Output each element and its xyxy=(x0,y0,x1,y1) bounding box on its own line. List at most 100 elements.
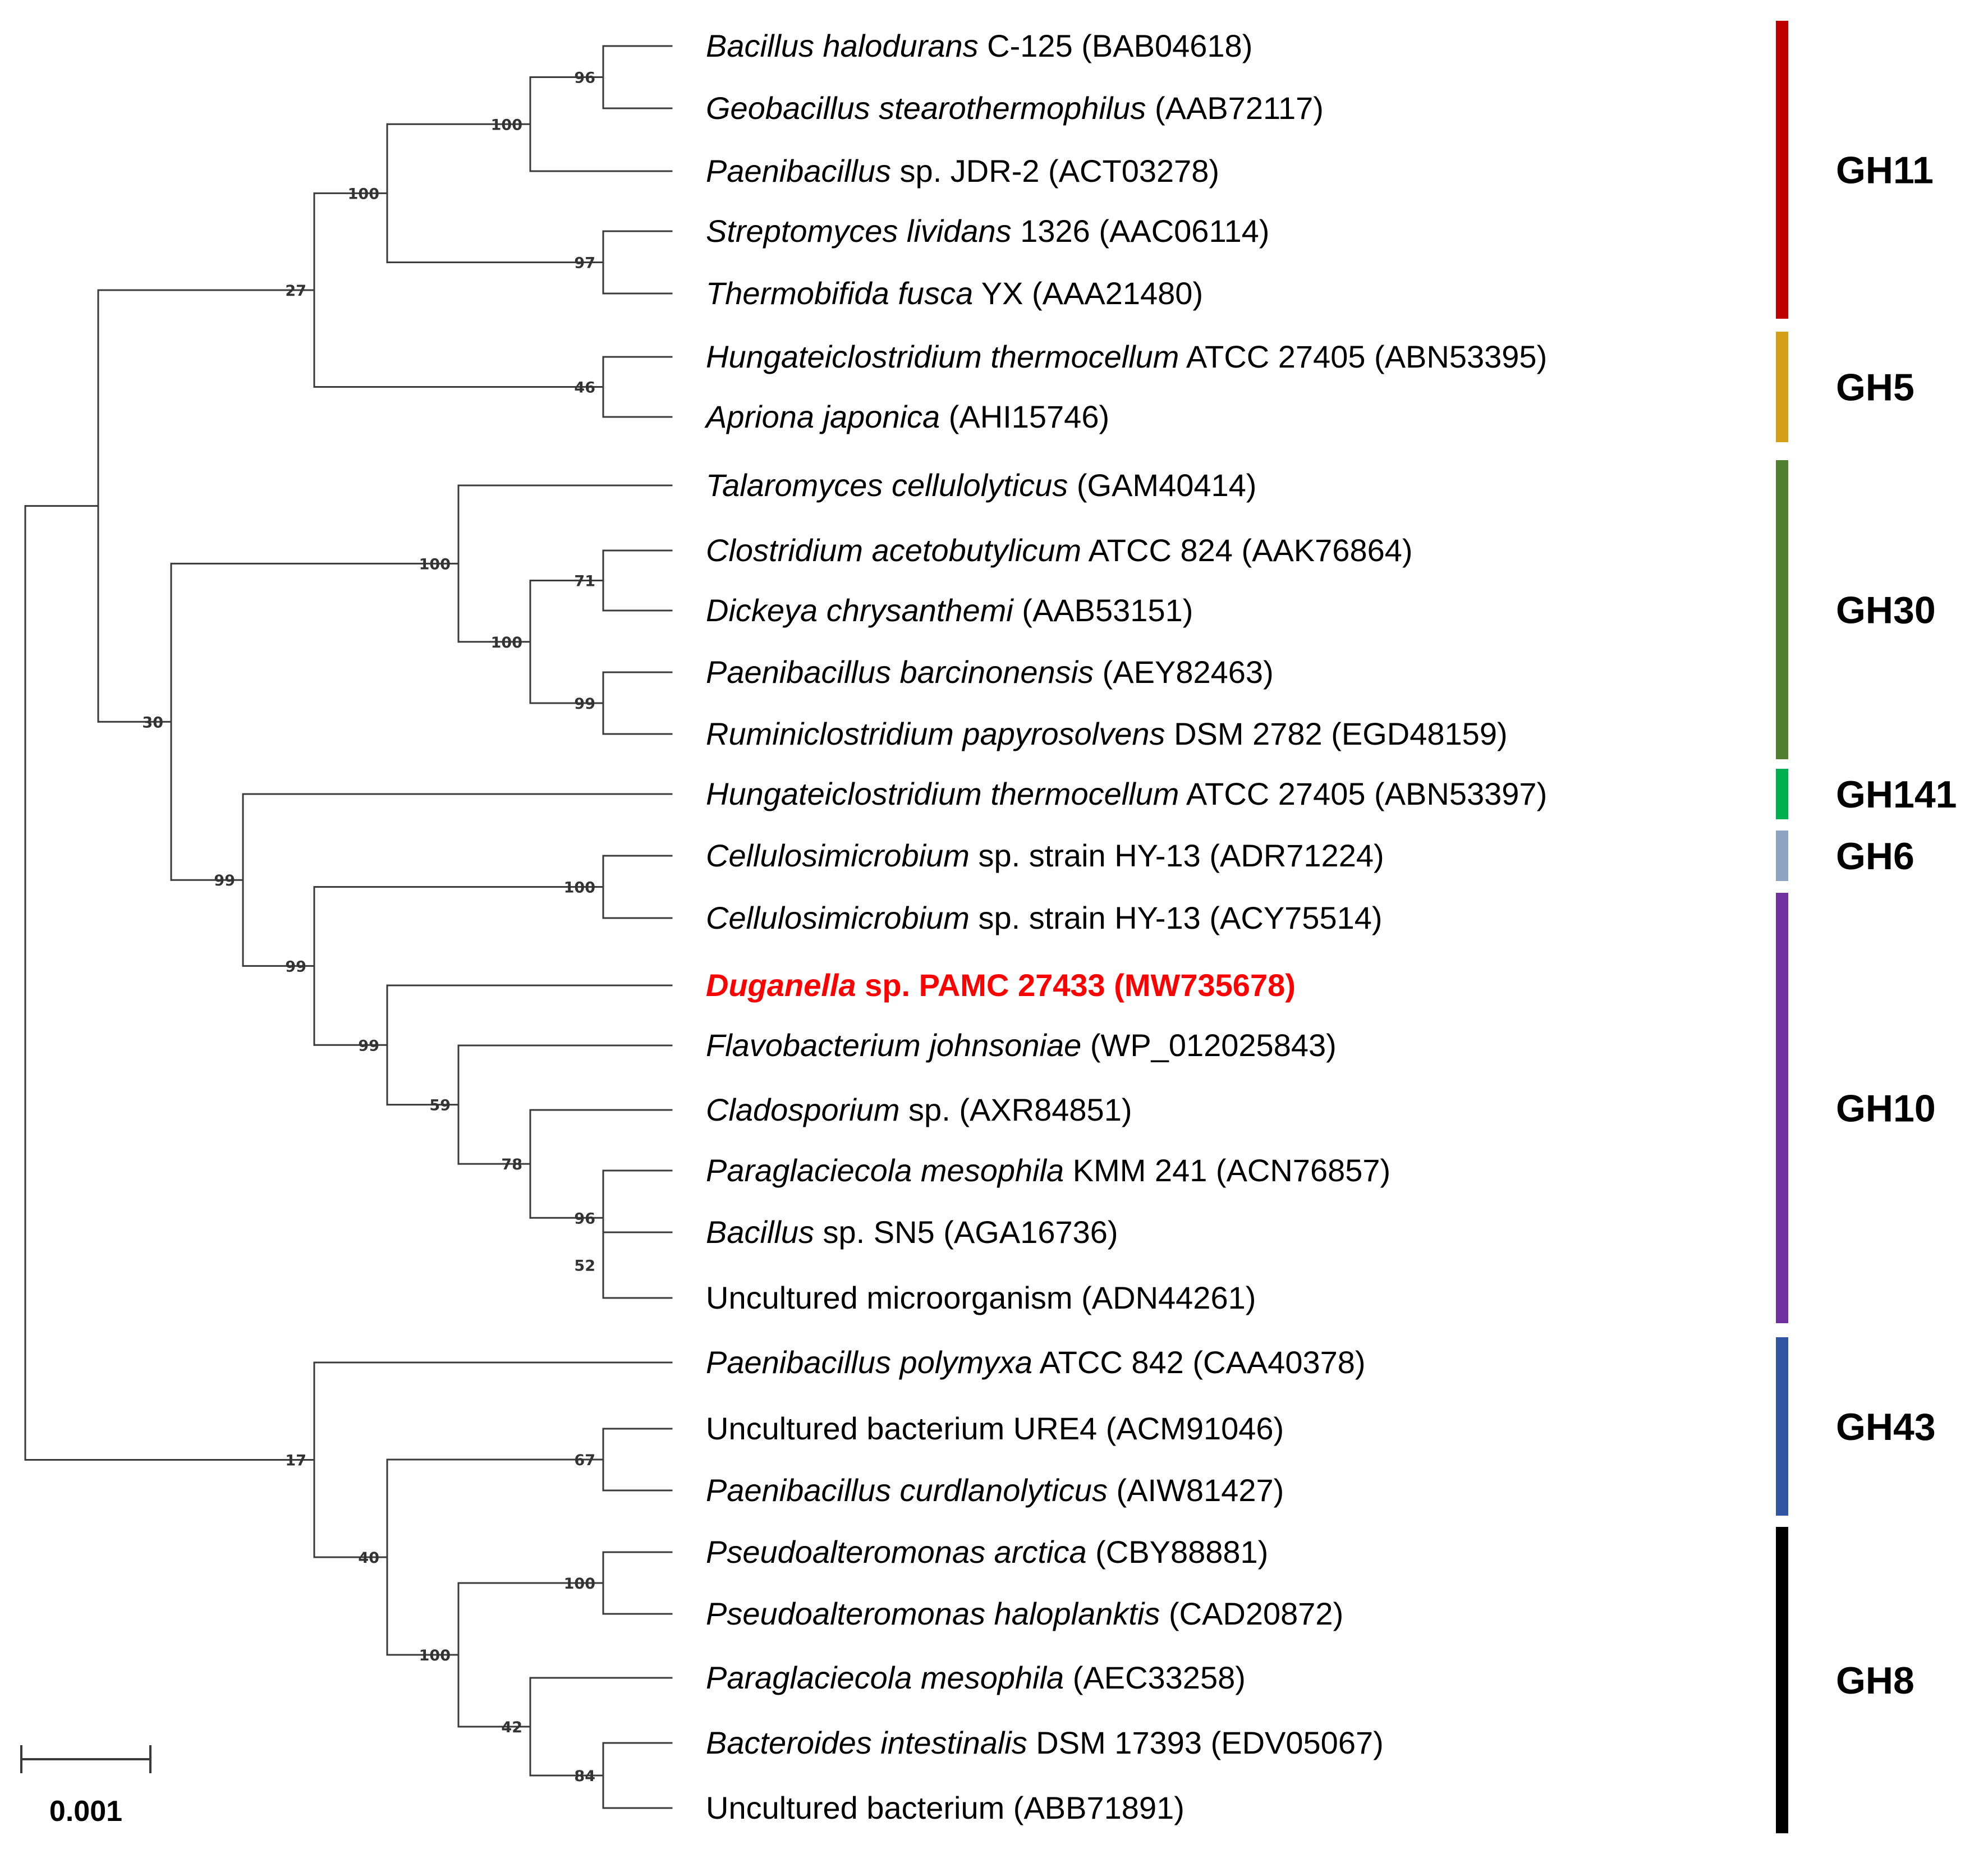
leaf-species-name: Apriona japonica xyxy=(704,399,940,434)
bootstrap-value-N_71: 71 xyxy=(574,573,595,590)
leaf-label: Ruminiclostridium papyrosolvens DSM 2782… xyxy=(706,716,1508,751)
leaf-label: Bacillus sp. SN5 (AGA16736) xyxy=(706,1214,1118,1250)
bootstrap-value-N_99_gh30: 99 xyxy=(574,695,595,713)
bootstrap-value-N_100_gh11: 100 xyxy=(348,185,379,203)
leaf-accession: sp. JDR-2 (ACT03278) xyxy=(891,153,1219,189)
leaf-species-name: Bacillus xyxy=(706,1214,814,1250)
leaf-accession: 1326 (AAC06114) xyxy=(1012,213,1270,249)
leaf-species-name: Paenibacillus barcinonensis xyxy=(706,654,1094,690)
leaf-accession: ATCC 27405 (ABN53395) xyxy=(1179,339,1547,374)
gh-family-annotations: GH11 GH5 GH30 GH141 GH6 GH10 GH43 GH8 xyxy=(1776,21,1957,1833)
leaf-species-name: Paenibacillus curdlanolyticus xyxy=(706,1472,1108,1508)
bootstrap-value-N_100_a: 100 xyxy=(491,116,522,134)
leaf-accession: KMM 241 (ACN76857) xyxy=(1064,1153,1390,1188)
leaf-accession: (AIW81427) xyxy=(1108,1472,1284,1508)
bootstrap-value-N_17: 17 xyxy=(285,1452,306,1470)
bootstrap-value-N_46: 46 xyxy=(574,379,595,397)
bootstrap-value-N_84: 84 xyxy=(574,1768,595,1785)
bootstrap-value-N_99_c: 99 xyxy=(358,1037,379,1054)
leaf-species-name: Cladosporium xyxy=(706,1092,900,1127)
leaf-labels: Bacillus halodurans C-125 (BAB04618) Geob… xyxy=(704,28,1547,1825)
leaf-species-name: Pseudoalteromonas haloplanktis xyxy=(706,1596,1160,1631)
leaf-accession: sp. (AXR84851) xyxy=(900,1092,1132,1127)
bootstrap-value-N_67: 67 xyxy=(574,1452,595,1469)
leaf-label: Cladosporium sp. (AXR84851) xyxy=(706,1092,1132,1127)
leaf-accession: Uncultured bacterium URE4 (ACM91046) xyxy=(706,1411,1284,1446)
leaf-label: Paraglaciecola mesophila (AEC33258) xyxy=(706,1660,1246,1695)
bootstrap-value-N_27: 27 xyxy=(285,282,306,300)
leaf-accession: sp. PAMC 27433 (MW735678) xyxy=(856,967,1296,1003)
leaf-accession: Uncultured bacterium (ABB71891) xyxy=(706,1790,1184,1825)
leaf-label: Uncultured microorganism (ADN44261) xyxy=(706,1280,1256,1315)
leaf-label: Bacillus halodurans C-125 (BAB04618) xyxy=(706,28,1252,63)
leaf-label: Paenibacillus sp. JDR-2 (ACT03278) xyxy=(706,153,1219,189)
bootstrap-value-N_100_gh30: 100 xyxy=(419,556,451,573)
leaf-species-name: Ruminiclostridium papyrosolvens xyxy=(706,716,1165,751)
leaf-label: Pseudoalteromonas arctica (CBY88881) xyxy=(706,1534,1268,1570)
leaf-species-name: Pseudoalteromonas arctica xyxy=(706,1534,1087,1570)
leaf-species-name: Thermobifida fusca xyxy=(706,276,973,311)
bootstrap-value-N_52: 52 xyxy=(574,1258,595,1275)
family-label-gh10: GH10 xyxy=(1836,1088,1936,1130)
bootstrap-value-N_96: 96 xyxy=(574,70,595,87)
leaf-label: Cellulosimicrobium sp. strain HY-13 (ADR… xyxy=(706,838,1384,873)
leaf-accession: ATCC 842 (CAA40378) xyxy=(1032,1345,1365,1380)
leaf-accession: (CAD20872) xyxy=(1160,1596,1343,1631)
leaf-species-name: Talaromyces cellulolyticus xyxy=(706,467,1068,503)
family-label-gh5: GH5 xyxy=(1836,366,1914,409)
bootstrap-value-N_100_gh8: 100 xyxy=(419,1647,451,1664)
scale-bar: 0.001 xyxy=(20,1745,151,1828)
leaf-species-name: Paenibacillus polymyxa xyxy=(706,1345,1032,1380)
leaf-accession: DSM 2782 (EGD48159) xyxy=(1165,716,1508,751)
leaf-accession: C-125 (BAB04618) xyxy=(979,28,1253,63)
leaf-label: Hungateiclostridium thermocellum ATCC 27… xyxy=(706,339,1547,374)
leaf-label: Uncultured bacterium (ABB71891) xyxy=(706,1790,1184,1825)
leaf-species-name: Hungateiclostridium thermocellum xyxy=(706,339,1179,374)
leaf-species-name: Hungateiclostridium thermocellum xyxy=(706,776,1179,811)
leaf-accession: (GAM40414) xyxy=(1068,467,1256,503)
leaf-accession: sp. strain HY-13 (ACY75514) xyxy=(970,900,1383,935)
leaf-accession: (AHI15746) xyxy=(940,399,1109,434)
bootstrap-value-N_78: 78 xyxy=(501,1156,522,1173)
bootstrap-value-N_99_b: 99 xyxy=(285,958,306,975)
leaf-accession: sp. SN5 (AGA16736) xyxy=(814,1214,1118,1250)
bootstrap-value-N_40: 40 xyxy=(358,1549,379,1567)
leaf-accession: (WP_012025843) xyxy=(1081,1027,1337,1063)
leaf-label: Pseudoalteromonas haloplanktis (CAD20872… xyxy=(706,1596,1343,1631)
leaf-species-name: Flavobacterium johnsoniae xyxy=(706,1027,1081,1063)
leaf-accession: (AAB72117) xyxy=(1146,90,1323,126)
leaf-accession: ATCC 27405 (ABN53397) xyxy=(1179,776,1547,811)
leaf-label: Dickeya chrysanthemi (AAB53151) xyxy=(706,593,1193,628)
leaf-species-name: Paenibacillus xyxy=(706,153,891,189)
bootstrap-value-N_30: 30 xyxy=(142,714,163,731)
leaf-label: Paenibacillus polymyxa ATCC 842 (CAA4037… xyxy=(706,1345,1366,1380)
family-label-gh8: GH8 xyxy=(1836,1659,1914,1702)
leaf-species-name: Geobacillus stearothermophilus xyxy=(706,90,1146,126)
leaf-species-name: Duganella xyxy=(706,967,856,1003)
leaf-accession: sp. strain HY-13 (ADR71224) xyxy=(970,838,1384,873)
leaf-accession: (AEC33258) xyxy=(1064,1660,1246,1695)
leaf-label: Apriona japonica (AHI15746) xyxy=(704,399,1109,434)
bootstrap-value-N_42: 42 xyxy=(501,1719,522,1736)
bootstrap-value-N_100_gh6: 100 xyxy=(564,879,595,897)
leaf-species-name: Clostridium acetobutylicum xyxy=(706,533,1081,568)
leaf-accession: DSM 17393 (EDV05067) xyxy=(1027,1725,1384,1760)
leaf-label: Cellulosimicrobium sp. strain HY-13 (ACY… xyxy=(706,900,1383,935)
leaf-species-name: Dickeya chrysanthemi xyxy=(706,593,1014,628)
family-label-gh30: GH30 xyxy=(1836,589,1936,632)
bootstrap-value-N_99_top: 99 xyxy=(214,872,235,889)
family-label-gh141: GH141 xyxy=(1836,773,1957,816)
family-label-gh43: GH43 xyxy=(1836,1406,1936,1448)
bootstrap-value-N_97: 97 xyxy=(574,255,595,272)
leaf-accession: YX (AAA21480) xyxy=(973,276,1203,311)
leaf-species-name: Streptomyces lividans xyxy=(706,213,1012,249)
leaf-species-name: Bacteroides intestinalis xyxy=(706,1725,1027,1760)
leaf-species-name: Cellulosimicrobium xyxy=(706,838,970,873)
leaf-label: Thermobifida fusca YX (AAA21480) xyxy=(706,276,1203,311)
leaf-species-name: Cellulosimicrobium xyxy=(706,900,970,935)
bootstrap-values: 27 100 100 96 97 46 30 100 100 71 99 99 99 100 99 59 78 9… xyxy=(142,70,595,1786)
tree-branches xyxy=(24,45,673,1809)
leaf-accession: (AAB53151) xyxy=(1013,593,1193,628)
leaf-label: Streptomyces lividans 1326 (AAC06114) xyxy=(706,213,1269,249)
